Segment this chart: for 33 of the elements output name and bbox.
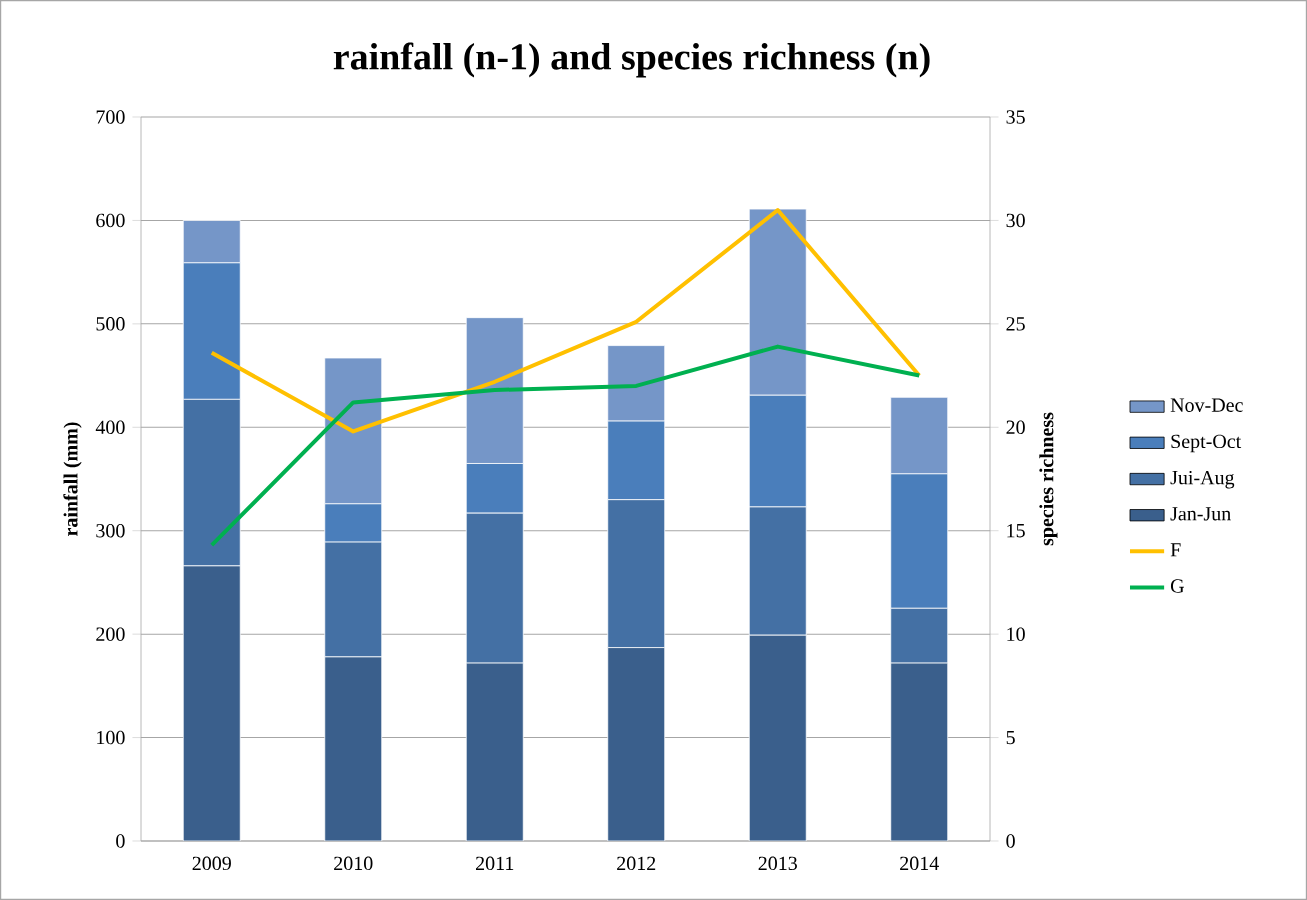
y-tick-label: 300: [96, 523, 125, 538]
y2-tick-label: 10: [1007, 627, 1025, 641]
y-tick-label: 500: [96, 317, 125, 331]
y2-tick-label: 5: [1006, 730, 1015, 745]
y-tick-label: 200: [96, 627, 125, 641]
x-tick-label: 2012: [617, 856, 656, 871]
y-tick-label: 0: [116, 834, 125, 848]
y-axis-title: rainfall (mm): [63, 422, 82, 536]
x-tick-label: 2011: [476, 856, 514, 871]
chart-title: rainfall (n-1) and species richness (n): [333, 42, 930, 78]
legend-label: Jan-Jun: [1170, 507, 1231, 521]
y-tick-label: 400: [95, 420, 125, 435]
y2-axis-title: species richness: [1039, 412, 1058, 546]
y2-tick-label: 25: [1006, 317, 1025, 331]
y2-tick-label: 20: [1006, 420, 1025, 435]
line-series: [209, 208, 922, 434]
y-tick-label: 600: [96, 213, 125, 228]
legend-label: F: [1170, 543, 1181, 557]
y2-tick-label: 15: [1007, 524, 1025, 538]
x-tick-label: 2010: [334, 856, 373, 871]
x-tick-label: 2013: [758, 856, 797, 871]
legend-label: Sept-Oct: [1171, 434, 1242, 453]
legend-label: G: [1170, 579, 1184, 593]
legend-label: Nov-Dec: [1170, 398, 1243, 412]
x-tick-label: 2009: [192, 856, 231, 871]
line-series: [209, 344, 922, 548]
y2-tick-label: 0: [1006, 834, 1015, 848]
legend-label: Jui-Aug: [1170, 470, 1235, 489]
y-tick-label: 100: [97, 730, 125, 745]
y-tick-label: 700: [96, 110, 125, 124]
x-tick-label: 2014: [900, 856, 939, 871]
y2-tick-label: 35: [1006, 110, 1025, 124]
y2-tick-label: 30: [1006, 213, 1025, 228]
